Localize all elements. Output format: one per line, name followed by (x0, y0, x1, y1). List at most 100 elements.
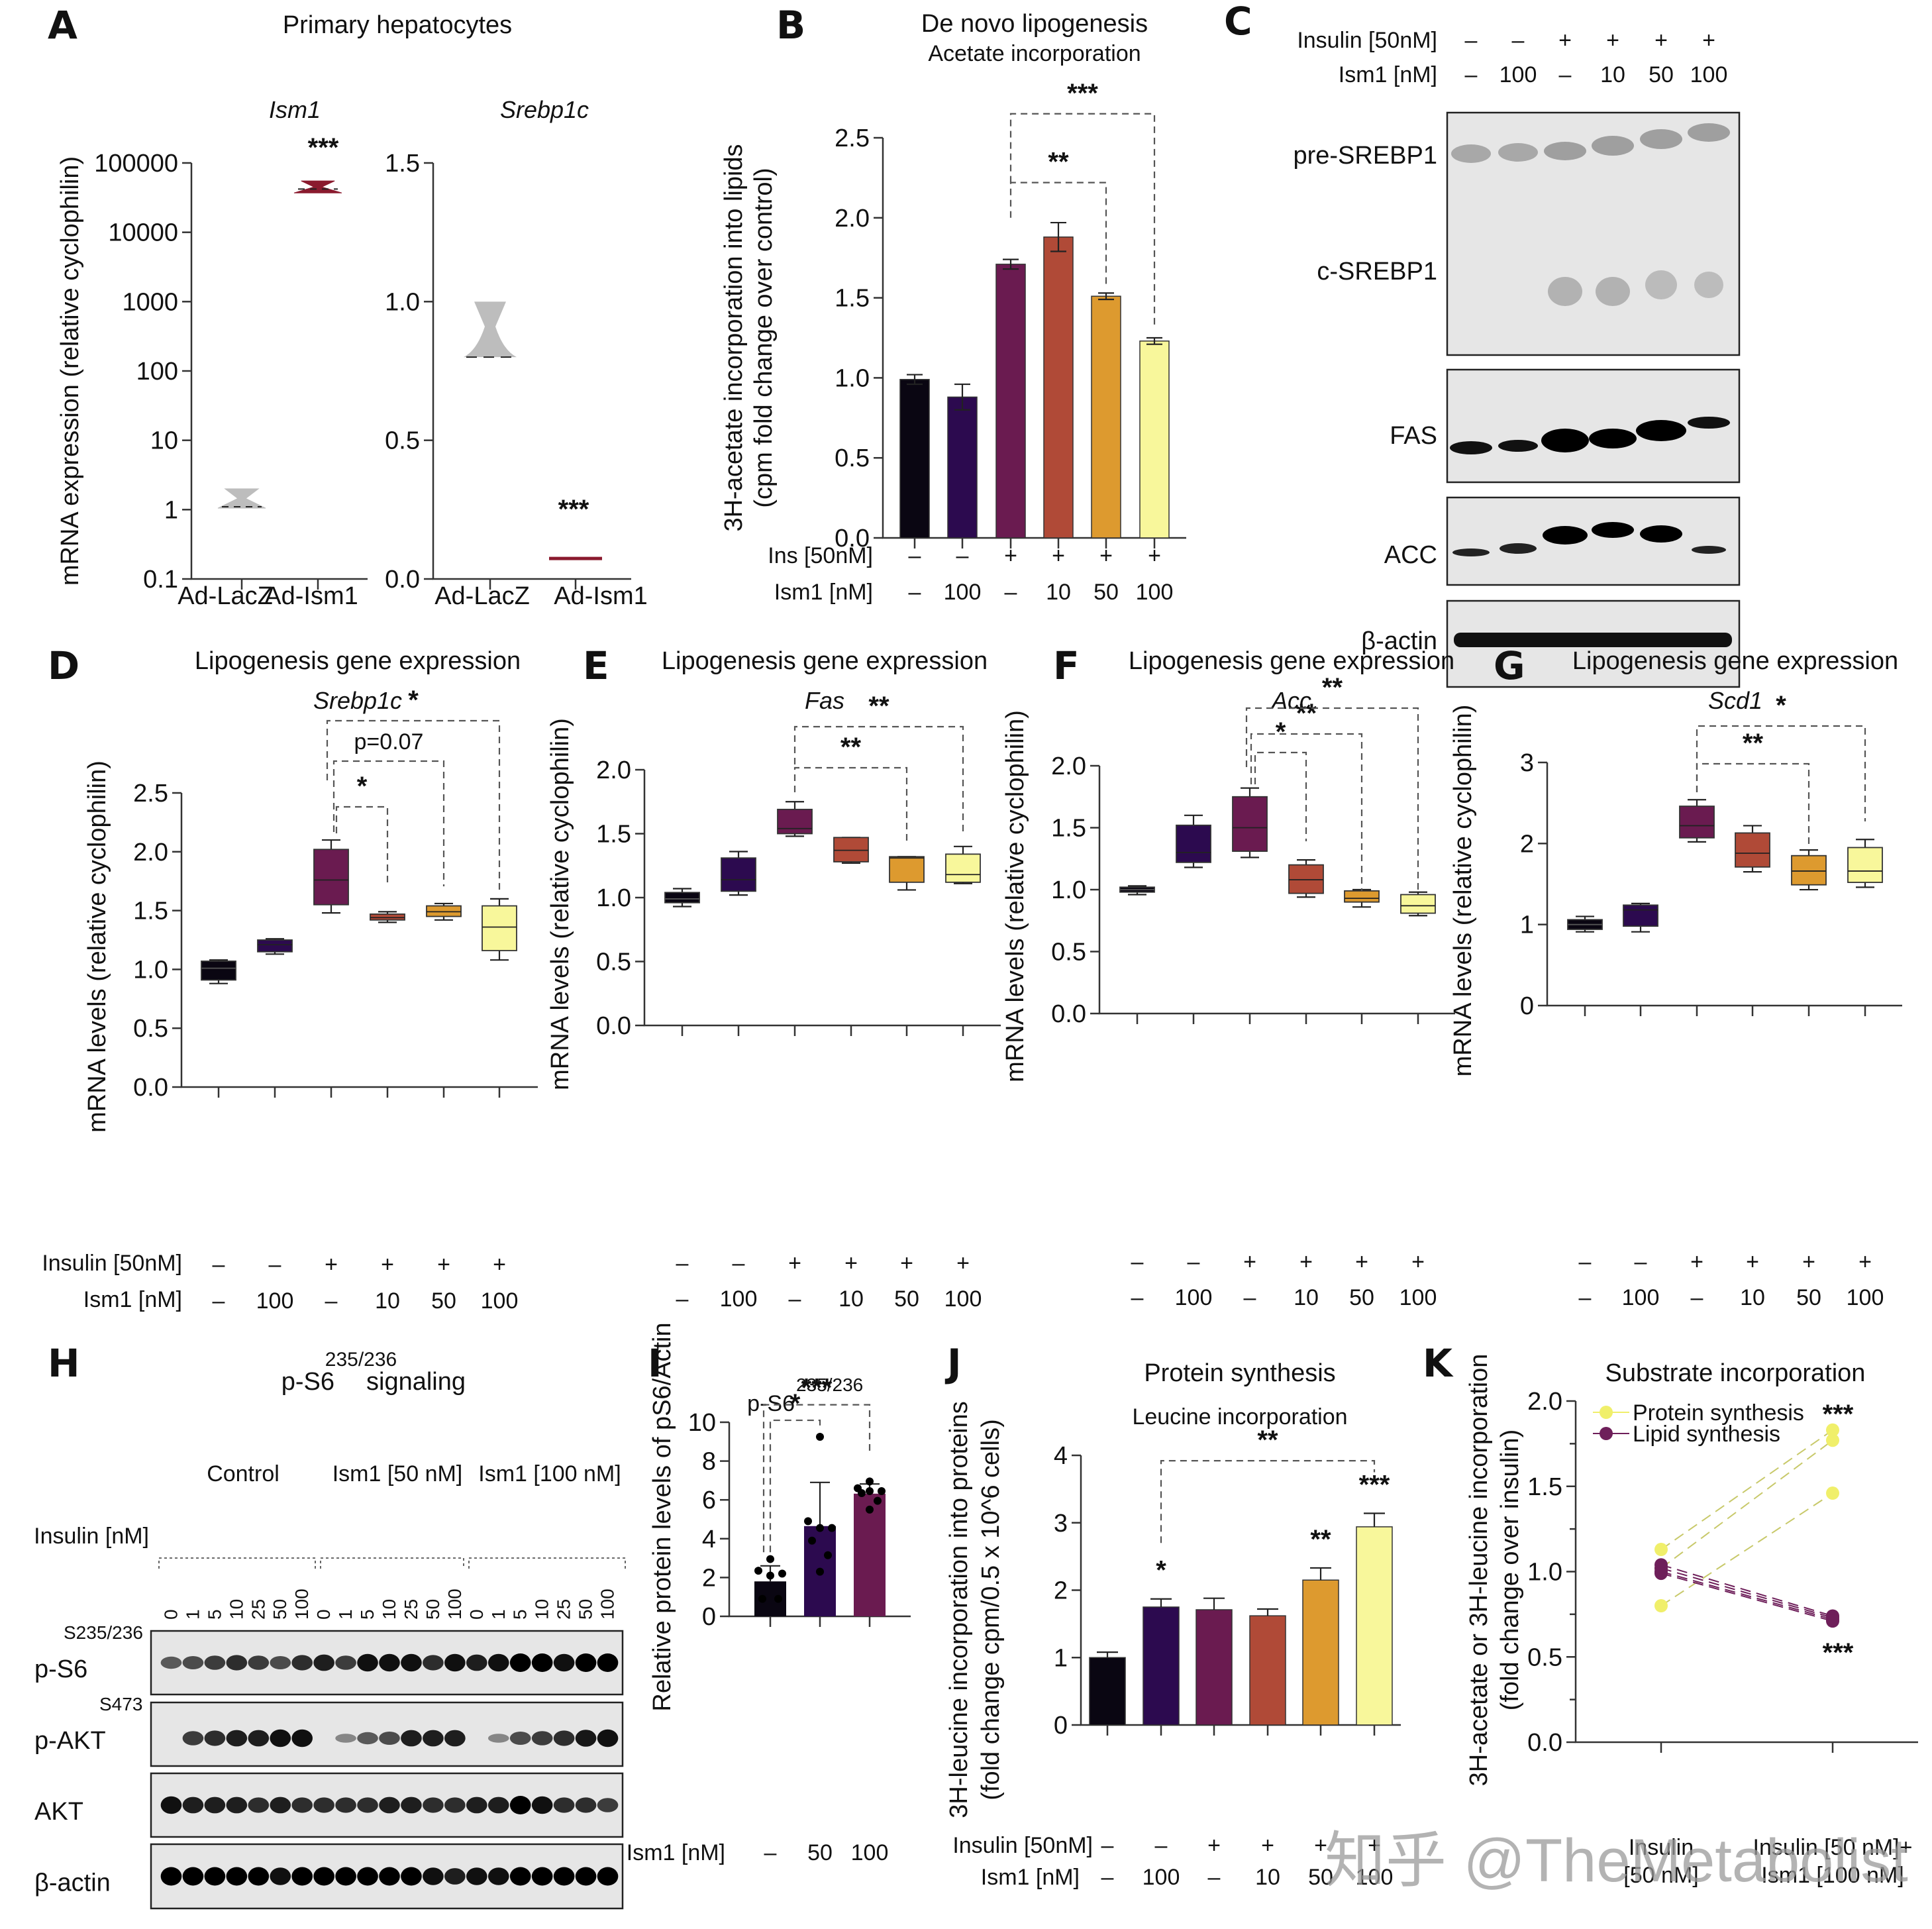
legend-label: Protein synthesis (1633, 1400, 1804, 1426)
chart-i-ytick-label: 4 (702, 1526, 716, 1553)
band (204, 1867, 226, 1886)
pair-line (1660, 1567, 1833, 1618)
chart-f-sig-label: ** (1322, 673, 1343, 702)
band (575, 1867, 597, 1886)
panel-a-gene-ism1: Ism1 (269, 96, 321, 123)
chart-f-insulin-cond: + (1299, 1249, 1313, 1275)
panel-a-gene-srebp1c: Srebp1c (500, 96, 589, 123)
blot-label: AKT (34, 1798, 83, 1826)
dose-label: 50 (576, 1599, 596, 1620)
chart-f-ytick-label: 0.5 (1051, 939, 1086, 966)
chart-g-insulin-cond: + (1858, 1249, 1872, 1275)
dose-label: 50 (423, 1599, 443, 1620)
band (1589, 429, 1637, 448)
data-point (824, 1551, 832, 1559)
chart-d-gene: Srebp1c (313, 687, 402, 714)
chart-i-sig-bracket (769, 1419, 821, 1553)
chart-i-xtick-label: 100 (851, 1840, 889, 1865)
chart-a1-xtick-label: Ad-LacZ (178, 582, 273, 610)
bar (947, 396, 978, 539)
box-whisker (1743, 825, 1762, 873)
box-whisker (1409, 891, 1427, 917)
chart-i-sig-bracket (762, 1404, 871, 1553)
band (204, 1797, 226, 1814)
panel-c-insulin-cond: + (1558, 28, 1572, 53)
band (335, 1734, 356, 1743)
panel-b-insulin-cond: + (1148, 543, 1161, 568)
band (313, 1654, 334, 1671)
chart-f-ism1-cond: 50 (1349, 1285, 1374, 1310)
chart-k: Substrate incorporation 3H-acetate or 3H-… (1465, 1354, 1918, 1786)
panel-c-insulin-cond: + (1702, 28, 1715, 53)
chart-j-ytick-label: 2 (1054, 1577, 1068, 1605)
panel-h-title-sup: 235/236 (325, 1349, 397, 1371)
data-point (766, 1571, 774, 1580)
band (1694, 272, 1723, 298)
data-point (866, 1477, 874, 1486)
band (291, 1655, 313, 1671)
data-point (878, 1487, 886, 1496)
data-point (866, 1505, 874, 1514)
band (1548, 277, 1582, 306)
band (182, 1797, 204, 1814)
error-bar (1003, 258, 1019, 270)
chart-a2-sig-label: *** (558, 495, 589, 524)
dose-label: 1 (488, 1609, 509, 1620)
chart-d-sig-label: * (408, 686, 419, 715)
chart-j-ytick-label: 0 (1054, 1712, 1068, 1740)
band (248, 1797, 270, 1813)
band (1544, 142, 1586, 160)
band (1454, 633, 1732, 647)
panel-b-insulin-cond: – (956, 543, 969, 568)
bar (854, 1493, 886, 1616)
chart-j-sig-label: ** (1310, 1525, 1331, 1554)
chart-j-sig-label: ** (1257, 1426, 1278, 1455)
band (401, 1797, 422, 1814)
panel-c-ism1-label: Ism1 [nM] (1339, 62, 1437, 87)
chart-b-ytick-label: 0.0 (835, 525, 870, 552)
box-whisker (378, 911, 397, 923)
chart-i-ytick-label: 2 (702, 1564, 716, 1592)
band (575, 1730, 597, 1747)
data-point (816, 1567, 824, 1576)
pair-line (1660, 1439, 1833, 1569)
chart-d-insulin-cond: + (381, 1252, 394, 1277)
chart-e-insulin-cond: + (900, 1251, 913, 1276)
chart-e-insulin-cond: – (733, 1251, 745, 1276)
error-bar (1097, 1651, 1118, 1658)
panel-g: G Lipogenesis gene expression Scd1 mRNA le… (1449, 643, 1902, 1310)
chart-f-insulin-cond: + (1411, 1249, 1425, 1275)
band (357, 1797, 378, 1813)
data-point (804, 1517, 812, 1526)
chart-g-sig-bracket (1696, 725, 1866, 821)
band (487, 1867, 509, 1885)
chart-d-ytick-label: 1.5 (133, 898, 168, 925)
band (575, 1653, 597, 1672)
chart-f-ytick-label: 1.0 (1051, 876, 1086, 904)
chart-e-ytick-label: 0.5 (596, 949, 631, 976)
chart-f-sig-label: ** (1296, 699, 1317, 728)
chart-k-ytick-label: 0.0 (1527, 1729, 1562, 1757)
band (466, 1654, 487, 1671)
blot-label-acc: ACC (1384, 541, 1437, 569)
panel-k: K Substrate incorporation 3H-acetate or 3… (1423, 1341, 1918, 1888)
error-bar (1364, 1512, 1385, 1527)
chart-g-insulin-cond: + (1802, 1249, 1815, 1275)
band (1592, 522, 1634, 538)
box (721, 857, 756, 892)
panel-f: F Lipogenesis gene expression Acc mRNA lev… (1001, 643, 1455, 1310)
chart-a2-xtick-label: Ad-Ism1 (554, 582, 647, 610)
band (160, 1656, 182, 1669)
chart-f-ism1-cond: 10 (1294, 1285, 1319, 1310)
panel-b-ylabel-1: 3H-acetate incorporation into lipids (720, 144, 748, 531)
data-point (816, 1432, 824, 1441)
chart-a1-ytick-label: 10000 (108, 219, 178, 247)
band (553, 1730, 575, 1746)
chart-i-sig-label: *** (801, 1374, 833, 1403)
panel-k-xcat-2a: Insulin [50 nM]+ (1753, 1835, 1913, 1860)
dose-label: 1 (335, 1609, 356, 1620)
violin-ad-ism1 (293, 180, 342, 193)
dose-label: 0 (466, 1609, 487, 1620)
box-whisker (1576, 915, 1594, 933)
panel-letter-g: G (1494, 643, 1525, 688)
